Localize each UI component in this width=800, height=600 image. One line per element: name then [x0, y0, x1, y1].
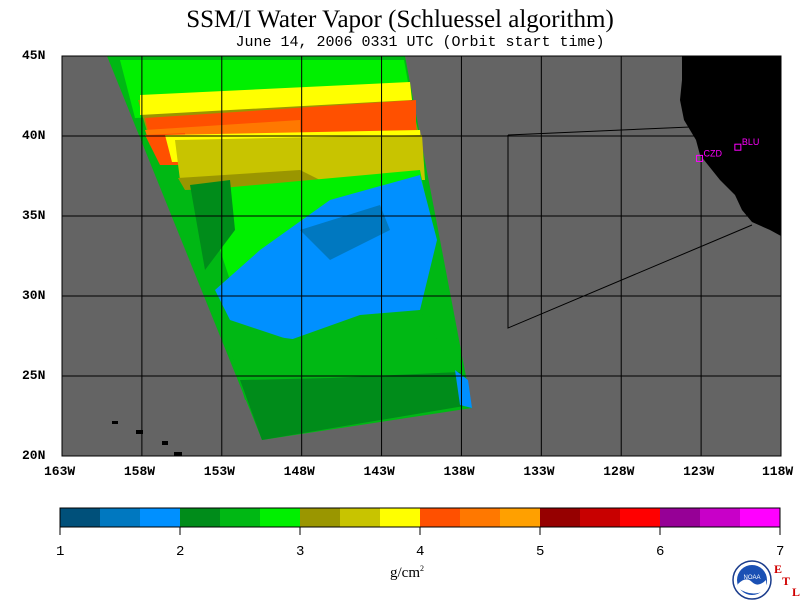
- band-green-dark-south: [240, 372, 470, 440]
- colorbar-swatch: [300, 508, 341, 527]
- colorbar-swatch: [700, 508, 741, 527]
- domain-outline: [507, 126, 691, 136]
- colorbar-swatch: [420, 508, 461, 527]
- domain-outline-west: [507, 135, 753, 329]
- site-markers: BLU CZD: [696, 137, 760, 162]
- lon-label: 133W: [523, 464, 555, 479]
- colorbar-swatch: [580, 508, 621, 527]
- lat-label: 30N: [22, 288, 46, 303]
- colorbar-tick-label: 4: [416, 544, 425, 560]
- map-subtitle: June 14, 2006 0331 UTC (Orbit start time…: [235, 34, 605, 51]
- band-yellow-green: [175, 135, 425, 180]
- lat-label: 25N: [22, 368, 46, 383]
- hawaiian-islands: [112, 421, 182, 456]
- band-blue-south-tip: [455, 370, 472, 408]
- colorbar-swatch: [740, 508, 781, 527]
- land-west-coast: [680, 56, 781, 236]
- lon-label: 153W: [203, 464, 235, 479]
- lon-label: 138W: [443, 464, 475, 479]
- colorbar-tick-label: 2: [176, 544, 185, 560]
- lat-label: 45N: [22, 48, 46, 63]
- noaa-logo: NOAA: [732, 560, 772, 600]
- map-frame: [61, 55, 782, 457]
- colorbar-swatch: [380, 508, 421, 527]
- lat-lon-grid: [62, 56, 781, 456]
- lat-label: 35N: [22, 208, 46, 223]
- svg-text:NOAA: NOAA: [743, 575, 760, 581]
- colorbar-tick-label: 5: [536, 544, 545, 560]
- band-blue-dark: [300, 205, 390, 260]
- site-label-czd: CZD: [704, 148, 723, 158]
- band-green-dark-west: [190, 180, 235, 270]
- colorbar-tick-label: 1: [56, 544, 65, 560]
- colorbar-tick-label: 6: [656, 544, 665, 560]
- site-marker-czd: [696, 154, 704, 162]
- etl-letter-t: T: [782, 574, 791, 588]
- lon-label: 158W: [123, 464, 156, 479]
- lon-label: 163W: [44, 464, 76, 479]
- colorbar-swatch: [660, 508, 701, 527]
- satellite-swath: [107, 56, 472, 440]
- colorbar-swatch: [180, 508, 221, 527]
- etl-letter-l: L: [792, 585, 800, 599]
- colorbar-swatch: [340, 508, 381, 527]
- etl-letter-e: E: [774, 562, 783, 576]
- lat-label: 20N: [22, 448, 46, 463]
- colorbar-swatch: [500, 508, 541, 527]
- colorbar-swatch: [460, 508, 501, 527]
- map-title: SSM/I Water Vapor (Schluessel algorithm): [186, 6, 614, 33]
- colorbar: [59, 507, 781, 535]
- site-label-blu: BLU: [742, 137, 760, 147]
- colorbar-swatch: [220, 508, 261, 527]
- colorbar-swatch: [60, 508, 101, 527]
- colorbar-tick-label: 3: [296, 544, 305, 560]
- band-green-south: [225, 310, 455, 400]
- lon-label: 118W: [762, 464, 794, 479]
- colorbar-swatch: [620, 508, 661, 527]
- lat-label: 40N: [22, 128, 46, 143]
- lon-label: 123W: [683, 464, 715, 479]
- colorbar-swatch: [140, 508, 181, 527]
- site-marker-blu: [734, 143, 742, 151]
- lon-label: 148W: [283, 464, 315, 479]
- colorbar-swatch: [260, 508, 301, 527]
- colorbar-units: g/cm2: [390, 564, 424, 581]
- colorbar-tick-label: 7: [776, 544, 785, 560]
- colorbar-swatch: [540, 508, 581, 527]
- colorbar-swatch: [100, 508, 141, 527]
- band-yellow: [140, 82, 412, 115]
- lon-label: 143W: [363, 464, 395, 479]
- lon-label: 128W: [603, 464, 635, 479]
